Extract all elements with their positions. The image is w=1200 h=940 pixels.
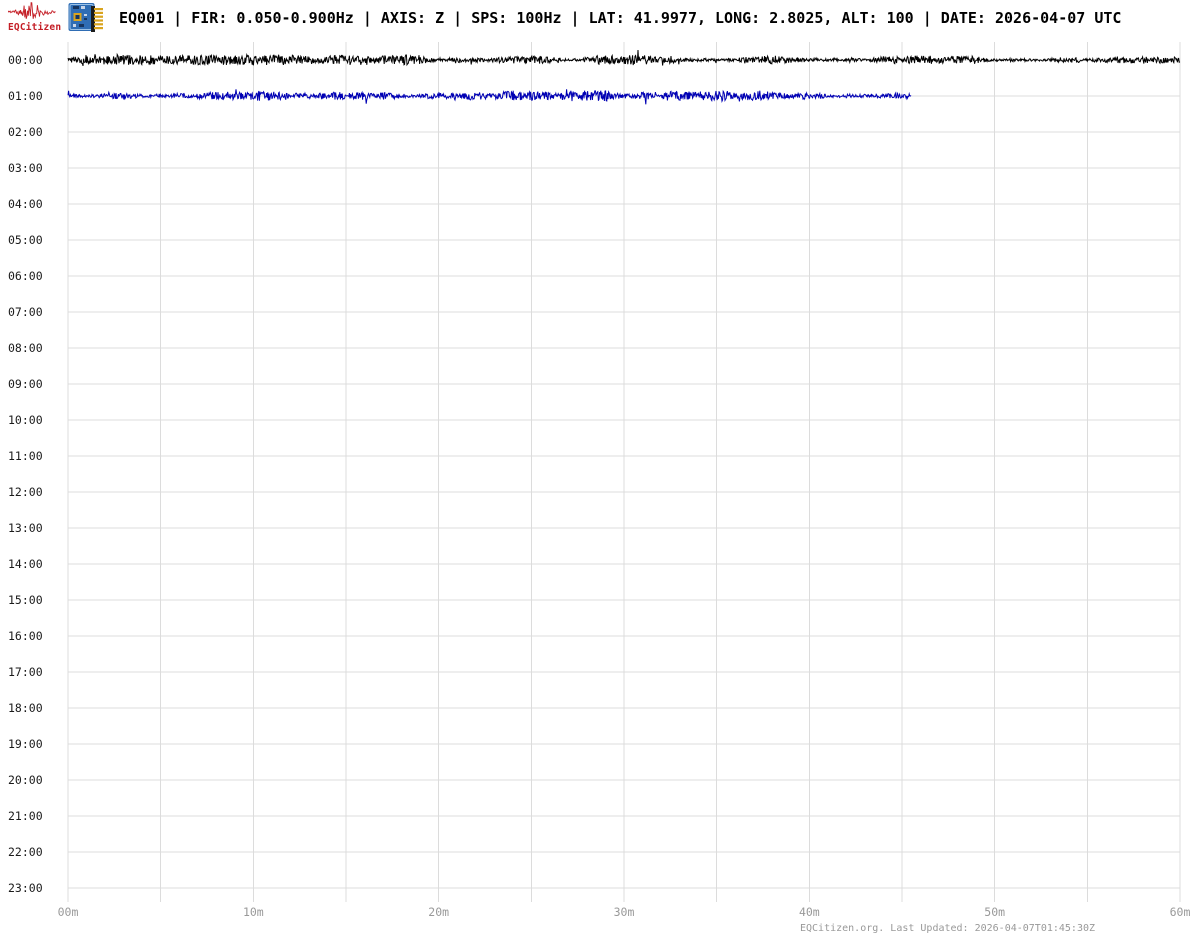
hour-label-16:00: 16:00 (8, 629, 43, 643)
hour-label-02:00: 02:00 (8, 125, 43, 139)
logo-text: EQCitizen (8, 22, 62, 33)
hour-label-03:00: 03:00 (8, 161, 43, 175)
hour-label-01:00: 01:00 (8, 89, 43, 103)
minute-label-40m: 40m (798, 905, 820, 919)
hour-label-21:00: 21:00 (8, 809, 43, 823)
minute-label-20m: 20m (428, 905, 450, 919)
hour-label-04:00: 04:00 (8, 197, 43, 211)
header: EQCitizen EQ001 | FIR: 0.050-0.900 (0, 0, 1200, 40)
trace-01:00 (67, 89, 912, 105)
grid-lines (67, 42, 1181, 902)
hour-label-18:00: 18:00 (8, 701, 43, 715)
hour-label-20:00: 20:00 (8, 773, 43, 787)
seismic-traces (67, 49, 1181, 105)
hour-label-10:00: 10:00 (8, 413, 43, 427)
minute-label-30m: 30m (613, 905, 635, 919)
minute-label-00m: 00m (57, 905, 79, 919)
hour-label-05:00: 05:00 (8, 233, 43, 247)
hour-label-22:00: 22:00 (8, 845, 43, 859)
last-updated-text: EQCitizen.org. Last Updated: 2026-04-07T… (800, 923, 1096, 934)
minute-label-10m: 10m (242, 905, 264, 919)
minute-label-60m: 60m (1169, 905, 1191, 919)
hour-label-00:00: 00:00 (8, 53, 43, 67)
hour-label-15:00: 15:00 (8, 593, 43, 607)
minute-label-50m: 50m (984, 905, 1006, 919)
hour-label-23:00: 23:00 (8, 881, 43, 895)
hour-label-11:00: 11:00 (8, 449, 43, 463)
hour-label-13:00: 13:00 (8, 521, 43, 535)
hour-label-09:00: 09:00 (8, 377, 43, 391)
hour-label-12:00: 12:00 (8, 485, 43, 499)
eqcitizen-logo[interactable]: EQCitizen (8, 2, 62, 36)
trace-00:00 (67, 49, 1181, 67)
hour-label-19:00: 19:00 (8, 737, 43, 751)
sensor-board-icon (68, 3, 103, 32)
gold-pins (94, 8, 103, 30)
hour-label-07:00: 07:00 (8, 305, 43, 319)
hour-label-17:00: 17:00 (8, 665, 43, 679)
station-info-title: EQ001 | FIR: 0.050-0.900Hz | AXIS: Z | S… (119, 9, 1122, 27)
hour-label-08:00: 08:00 (8, 341, 43, 355)
seismogram-waveform-icon (8, 2, 56, 19)
hour-label-06:00: 06:00 (8, 269, 43, 283)
hour-label-14:00: 14:00 (8, 557, 43, 571)
